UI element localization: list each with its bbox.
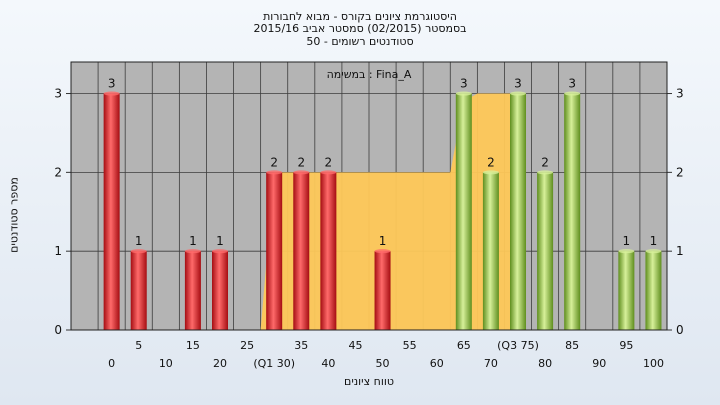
y-tick-label-left: 1 [54, 244, 62, 258]
x-tick-label: 5 [135, 339, 142, 352]
x-tick-label: 45 [348, 339, 362, 352]
bar-value-label: 2 [325, 155, 333, 169]
histogram-bar-cap [645, 249, 662, 254]
x-tick-label: 35 [294, 339, 308, 352]
histogram-bar [537, 172, 554, 330]
x-tick-label: 10 [159, 357, 173, 370]
histogram-bar [184, 251, 201, 330]
x-tick-label: 95 [619, 339, 633, 352]
bar-value-label: 1 [379, 234, 387, 248]
x-tick-label: 90 [592, 357, 606, 370]
histogram-bar-cap [320, 170, 337, 175]
histogram-bar-cap [618, 249, 635, 254]
y-tick-label-right: 3 [676, 87, 684, 101]
x-tick-label: 100 [643, 357, 664, 370]
y-tick-label-right: 0 [676, 323, 684, 337]
y-axis-label: מספר סטודנטים [7, 177, 21, 253]
y-tick-label-left: 3 [54, 87, 62, 101]
bar-value-label: 1 [623, 234, 631, 248]
x-tick-label: 65 [457, 339, 471, 352]
bar-value-label: 1 [216, 234, 224, 248]
chart-title-line-1: היסטוגרמת ציונים בקורס - מבוא לחבורות [263, 10, 457, 23]
x-tick-label: 40 [321, 357, 335, 370]
histogram-bar-cap [374, 249, 391, 254]
x-axis-label: טווח ציונים [344, 375, 394, 388]
histogram-bar [293, 172, 310, 330]
histogram-bar-cap [103, 91, 120, 96]
histogram-bar [645, 251, 662, 330]
bar-value-label: 1 [650, 234, 658, 248]
x-tick-label: 20 [213, 357, 227, 370]
histogram-bar [130, 251, 147, 330]
plot-border [70, 61, 668, 331]
histogram-bar [212, 251, 228, 330]
histogram-bar-cap [212, 249, 228, 254]
histogram-bar-cap [293, 170, 310, 175]
bar-value-label: 2 [541, 155, 549, 169]
bar-value-label: 2 [487, 155, 495, 169]
bar-value-label: 1 [135, 234, 143, 248]
histogram-bar [266, 172, 283, 330]
chart-title-line-2: בסמסטר (02/2015) סמסטר אביב 2015/16 [253, 22, 467, 35]
x-tick-label: 15 [186, 339, 200, 352]
bar-value-label: 3 [514, 77, 522, 91]
x-tick-label: 60 [430, 357, 444, 370]
series-label: במשימה : Fina_A [326, 68, 412, 81]
histogram-bar [510, 93, 526, 330]
y-tick-label-left: 2 [54, 165, 62, 179]
y-tick-label-right: 1 [676, 244, 684, 258]
x-tick-label: 80 [538, 357, 552, 370]
x-tick-label: (Q3 75) [497, 339, 539, 352]
histogram-bar [455, 93, 472, 330]
histogram-bar [374, 251, 391, 330]
histogram-bar-cap [130, 249, 147, 254]
histogram-bar [103, 93, 120, 330]
bar-value-label: 1 [189, 234, 197, 248]
x-tick-label: 70 [484, 357, 498, 370]
histogram-bar-cap [266, 170, 283, 175]
histogram-bar-cap [482, 170, 499, 175]
histogram-bar [482, 172, 499, 330]
histogram-bar-cap [455, 91, 472, 96]
x-tick-label: 50 [376, 357, 390, 370]
y-tick-label-right: 2 [676, 165, 684, 179]
x-tick-label: 0 [108, 357, 115, 370]
x-tick-label: 85 [565, 339, 579, 352]
histogram-bar [564, 93, 581, 330]
histogram-bar-cap [564, 91, 581, 96]
histogram-bar [618, 251, 635, 330]
bar-value-label: 3 [460, 77, 468, 91]
bar-value-label: 3 [108, 77, 116, 91]
histogram-bar-cap [510, 91, 526, 96]
bar-value-label: 2 [297, 155, 305, 169]
histogram-bar-cap [537, 170, 554, 175]
y-tick-label-left: 0 [54, 323, 62, 337]
histogram-bar-cap [184, 249, 201, 254]
chart-title-line-3: סטודנטים רשומים - 50 [306, 35, 414, 48]
bar-value-label: 2 [270, 155, 278, 169]
x-tick-label: (Q1 30) [253, 357, 295, 370]
histogram-bar [320, 172, 337, 330]
x-tick-label: 55 [403, 339, 417, 352]
x-tick-label: 25 [240, 339, 254, 352]
bar-value-label: 3 [568, 77, 576, 91]
